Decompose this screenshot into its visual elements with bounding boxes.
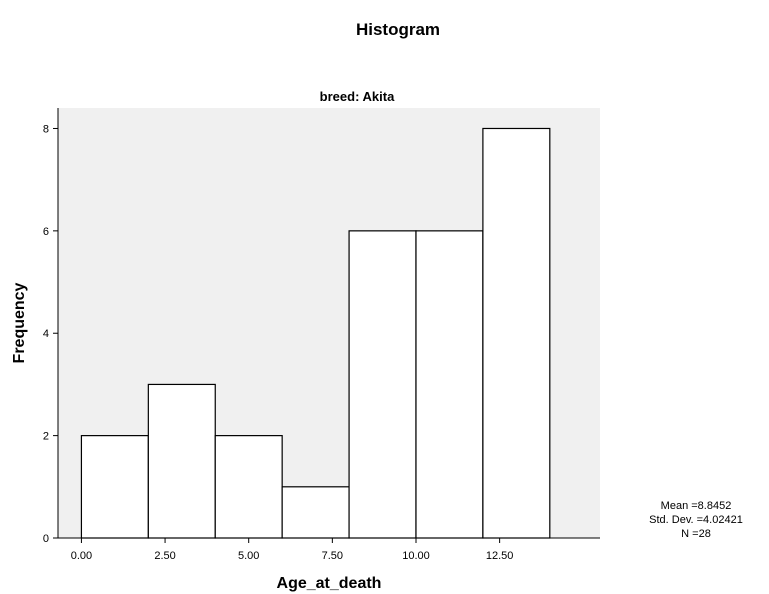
y-axis-label: Frequency: [11, 282, 28, 363]
y-tick-label-3: 6: [43, 226, 49, 238]
histogram-bar-5: [415, 230, 484, 539]
x-ticks-group: 0.00 2.50 5.00 7.50 10.00 12.50: [71, 538, 514, 562]
x-tick-label-2: 5.00: [238, 550, 259, 562]
stats-n: N =28: [681, 528, 711, 540]
y-tick-label-2: 4: [43, 328, 49, 340]
x-tick-label-4: 10.00: [402, 550, 430, 562]
y-tick-label-0: 0: [43, 533, 49, 545]
histogram-bar-1: [147, 383, 216, 539]
x-tick-label-0: 0.00: [71, 550, 92, 562]
bars-group: [80, 127, 551, 539]
stats-mean: Mean =8.8452: [661, 500, 732, 512]
y-tick-label-1: 2: [43, 431, 49, 443]
stats-std-dev: Std. Dev. =4.02421: [649, 514, 743, 526]
chart-subtitle: breed: Akita: [320, 89, 395, 104]
x-tick-label-5: 12.50: [486, 550, 514, 562]
y-tick-label-4: 8: [43, 123, 49, 135]
chart-title: Histogram: [356, 20, 440, 39]
histogram-bar-0: [80, 435, 149, 539]
x-tick-label-3: 7.50: [322, 550, 343, 562]
histogram-bar-4: [348, 230, 417, 539]
x-tick-label-1: 2.50: [154, 550, 175, 562]
histogram-bar-6: [482, 127, 551, 539]
y-ticks-group: 0 2 4 6 8: [43, 123, 58, 545]
x-axis-label: Age_at_death: [277, 575, 382, 592]
histogram-bar-2: [214, 435, 283, 539]
histogram-bar-3: [281, 486, 350, 539]
